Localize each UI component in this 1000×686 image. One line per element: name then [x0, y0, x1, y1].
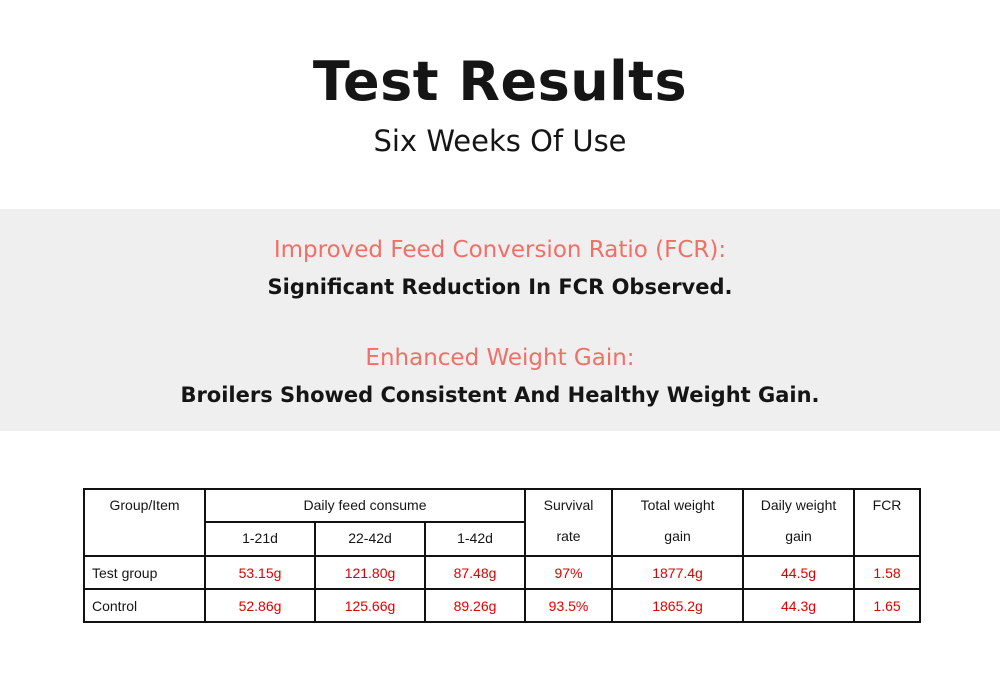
- subheader-cell: 22-42d: [314, 521, 426, 557]
- value-cell: 87.48g: [423, 555, 527, 590]
- header-row: Group/Item Daily feed consume Survival rate…: [83, 488, 922, 557]
- header-cell: Survival rate: [524, 488, 614, 557]
- title: Test Results: [312, 50, 688, 113]
- data-row: Test group 53.15g 121.80g 87.48g 97% 1877.4g 4…: [83, 555, 922, 590]
- header-text: Group/Item: [109, 497, 180, 513]
- value-cell: 1865.2g: [611, 588, 745, 623]
- header-text: gain: [664, 528, 691, 544]
- group-cell: Control: [83, 588, 206, 623]
- subheader-row: 1-21d 22-42d 1-42d: [84, 521, 920, 557]
- subheader-cell: 1-21d: [204, 521, 316, 557]
- header-text: 1-42d: [457, 530, 493, 546]
- header-text: Total weight: [640, 497, 715, 513]
- highlight-heading: Improved Feed Conversion Ratio (FCR):: [273, 237, 727, 263]
- highlight-band: [0, 209, 1000, 431]
- value-cell: 53.15g: [204, 555, 316, 590]
- value-cell: 1877.4g: [611, 555, 745, 590]
- header-text: 22-42d: [348, 530, 392, 546]
- subheader-cell: 1-42d: [423, 521, 527, 557]
- value-cell: 52.86g: [204, 588, 316, 623]
- header-cell: Daily weight gain: [742, 488, 856, 557]
- header-text: gain: [785, 528, 812, 544]
- group-cell: Test group: [83, 555, 206, 590]
- header-text: 1-21d: [242, 530, 278, 546]
- value-cell: 125.66g: [314, 588, 426, 623]
- value-cell: 89.26g: [423, 588, 527, 623]
- highlight-text: Broilers Showed Consistent And Healthy W…: [180, 383, 820, 407]
- header-cell: Total weight gain: [611, 488, 745, 557]
- value-cell: 44.3g: [742, 588, 856, 623]
- data-row: Control 52.86g 125.66g 89.26g 93.5% 1865.2g 44…: [83, 588, 922, 623]
- value-cell: 121.80g: [314, 555, 426, 590]
- header-text: Daily feed consume: [303, 497, 427, 513]
- header-text: Daily weight: [760, 497, 837, 513]
- value-cell: 93.5%: [524, 588, 614, 623]
- value-cell: 97%: [524, 555, 614, 590]
- header-cell: FCR: [853, 488, 922, 557]
- header-cell: Daily feed consume: [203, 488, 527, 523]
- value-cell: 1.58: [853, 555, 922, 590]
- highlight-text: Significant Reduction In FCR Observed.: [267, 275, 733, 299]
- header-cell: Group/Item: [83, 488, 206, 557]
- value-cell: 1.65: [853, 588, 922, 623]
- subtitle: Six Weeks Of Use: [373, 124, 627, 158]
- header-text: Survival: [543, 497, 594, 513]
- header-text: rate: [556, 528, 581, 544]
- highlight-heading: Enhanced Weight Gain:: [365, 345, 635, 371]
- value-cell: 44.5g: [742, 555, 856, 590]
- header-text: FCR: [872, 497, 902, 513]
- results-table: Group/Item Daily feed consume Survival rate…: [83, 488, 922, 623]
